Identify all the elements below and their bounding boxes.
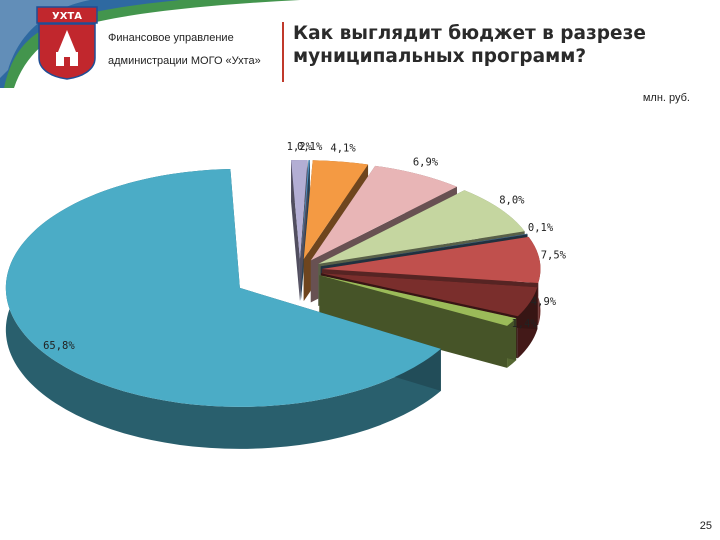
slice-0 xyxy=(300,160,310,260)
slice-3 xyxy=(318,190,525,264)
slice-6 xyxy=(321,273,538,317)
slice-8 xyxy=(5,168,441,407)
data-label-1: 4,1% xyxy=(330,143,356,155)
slice-1 xyxy=(303,160,369,260)
slice-9 xyxy=(291,160,308,260)
data-label-5: 7,5% xyxy=(541,250,567,262)
data-label-9: 1,2% xyxy=(287,141,313,153)
slice-5 xyxy=(321,236,541,283)
city-logo: УХТА xyxy=(36,6,98,80)
slice-4 xyxy=(320,233,528,267)
pie-tops xyxy=(5,160,541,407)
org-name-line2: администрации МОГО «Ухта» xyxy=(108,55,261,67)
slice-7 xyxy=(319,275,517,326)
pie-labels: 0,1% 4,1% 6,9% 8,0% 0,1% 7,5% 4,9% 1,4% 65,8% 1,2… xyxy=(43,141,567,352)
slice-wall-7-1 xyxy=(319,275,508,368)
logo-text: УХТА xyxy=(52,11,82,22)
slice-wall-9-0 xyxy=(291,160,300,302)
org-name-line1: Финансовое управление xyxy=(108,32,234,44)
data-label-7: 1,4% xyxy=(511,318,537,330)
slice-2 xyxy=(310,165,457,261)
data-label-6: 4,9% xyxy=(531,296,557,308)
page-title: Как выглядит бюджет в разрезе муниципаль… xyxy=(293,23,646,67)
data-label-3: 8,0% xyxy=(499,195,525,207)
header-divider xyxy=(282,22,284,82)
unit-label: млн. руб. xyxy=(642,92,690,104)
slice-wall-9-1 xyxy=(299,160,308,302)
data-label-4: 0,1% xyxy=(528,222,554,234)
data-label-2: 6,9% xyxy=(413,157,439,169)
data-label-0: 0,1% xyxy=(297,141,323,153)
data-label-8: 65,8% xyxy=(43,340,75,352)
page-number: 25 xyxy=(699,520,712,532)
